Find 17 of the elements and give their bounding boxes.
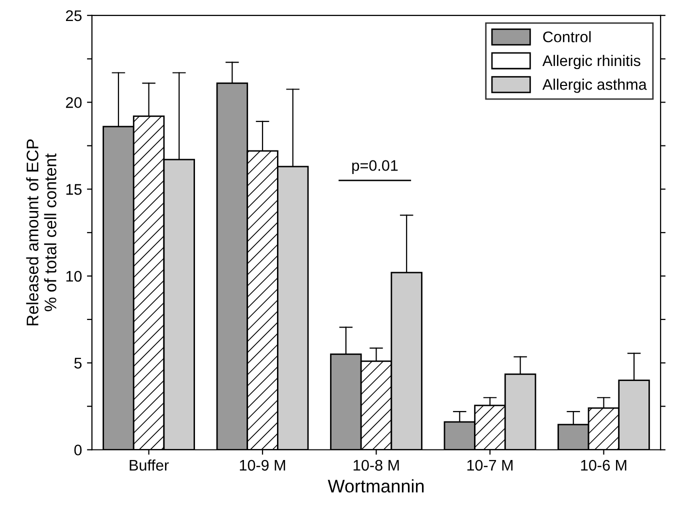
x-tick-label: Buffer (130, 459, 169, 471)
y-tick-label: 5 (74, 358, 82, 369)
x-tick-label: 10-6 M (581, 460, 626, 471)
y-axis-title: Released amount of ECP % of total cell content (26, 139, 56, 326)
x-axis-title: Wortmannin (328, 479, 424, 493)
x-tick-label: 10-7 M (467, 460, 512, 471)
legend-label: Allergic asthma (542, 78, 647, 93)
annotation: p=0.01 (352, 160, 398, 174)
x-tick-label: 10-9 M (240, 460, 286, 471)
y-tick-label: 25 (66, 10, 82, 22)
y-tick-label: 0 (74, 444, 82, 456)
y-tick-label: 20 (66, 97, 82, 108)
y-tick-label: 10 (66, 270, 82, 282)
y-tick-label: 15 (66, 184, 82, 195)
legend-label: Control (543, 31, 591, 42)
x-tick-label: 10-8 M (354, 460, 399, 471)
legend-label: Allergic rhinitis (542, 54, 640, 70)
